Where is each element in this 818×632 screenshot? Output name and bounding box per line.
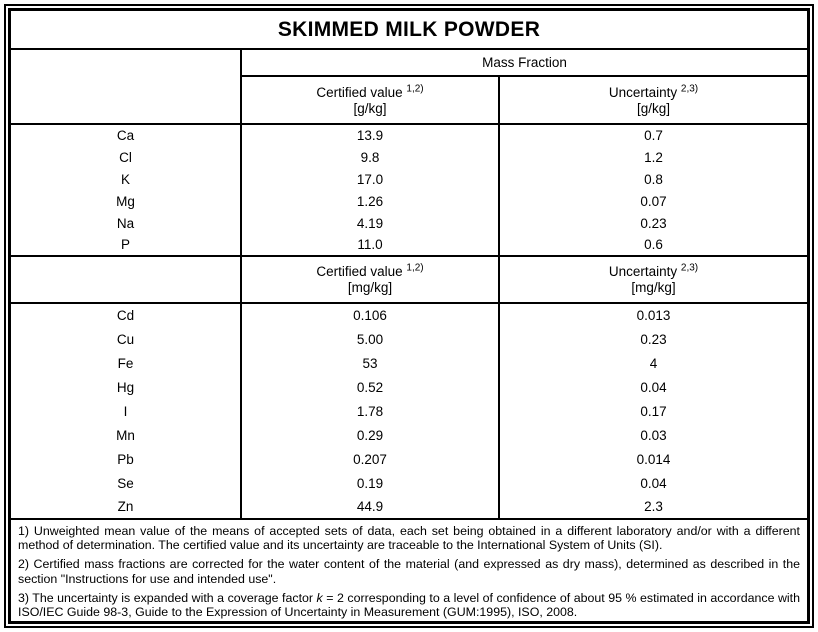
uncertainty-unit: [mg/kg] [631,280,676,295]
page-title: SKIMMED MILK POWDER [11,11,807,50]
mass-fraction-row: Mass Fraction [11,49,807,124]
certified-cell: 0.106 [353,308,387,323]
certified-cell: 53 [362,355,378,371]
certified-cell: 0.52 [356,379,384,395]
footnote-3: 3) The uncertainty is expanded with a co… [18,591,800,619]
element-cell: Ca [11,124,242,146]
table-row-cl: Cl 9.8 1.2 [11,146,807,168]
certified-cell: 11.0 [357,237,383,252]
certified-cell: 0.29 [356,427,384,443]
table-row-mn: Mn 0.29 0.03 [11,423,807,447]
table-row-mg: Mg 1.26 0.07 [11,190,807,212]
document-inner-frame: SKIMMED MILK POWDER Mass Fraction Certif… [8,8,810,624]
element-cell: Hg [11,375,242,399]
table-row-cu: Cu 5.00 0.23 [11,327,807,351]
uncertainty-cell: 0.7 [498,124,807,146]
document-outer-frame: SKIMMED MILK POWDER Mass Fraction Certif… [4,4,814,628]
element-cell: Cu [11,327,242,351]
title-row: SKIMMED MILK POWDER [11,11,807,50]
uncertainty-cell: 0.6 [498,234,807,256]
uncertainty-footnote-ref: 2,3) [680,262,699,274]
table-row-fe: Fe 53 4 [11,351,807,375]
uncertainty-header-gkg: Uncertainty 2,3) [g/kg] [498,76,807,124]
table-row-cd: Cd 0.106 0.013 [11,303,807,327]
uncertainty-cell: 1.2 [498,146,807,168]
certified-cell: 4.19 [356,215,384,231]
certified-cell: 17.0 [356,171,384,187]
footnotes-row: 1) Unweighted mean value of the means of… [11,517,807,623]
uncertainty-cell: 0.07 [498,190,807,212]
certified-value-footnote-ref: 1,2) [406,83,424,94]
uncertainty-unit: [g/kg] [636,100,671,116]
element-cell: Pb [11,447,242,471]
element-cell: I [11,399,242,423]
table-row-hg: Hg 0.52 0.04 [11,375,807,399]
certified-values-table: SKIMMED MILK POWDER Mass Fraction Certif… [11,11,807,623]
certified-cell: 44.9 [356,499,384,514]
uncertainty-cell: 2.3 [498,495,807,519]
uncertainty-cell: 4 [498,351,807,375]
uncertainty-cell: 0.04 [498,471,807,495]
table-row-i: I 1.78 0.17 [11,399,807,423]
footnote-3-text-cont: = 2 corresponding to a level of confiden… [18,590,800,620]
certified-value-label: Certified value [316,264,403,279]
uncertainty-label: Uncertainty [608,264,678,279]
element-column-header-empty-2 [11,256,242,303]
mgkg-units-row: Certified value 1,2) [mg/kg] Uncertainty… [11,256,807,303]
uncertainty-cell: 0.014 [498,447,807,471]
table-row-zn: Zn 44.9 2.3 [11,495,807,519]
element-cell: K [11,168,242,190]
uncertainty-header-mgkg: Uncertainty 2,3) [mg/kg] [498,256,807,303]
certified-value-label: Certified value [316,84,403,100]
certified-value-header-mgkg: Certified value 1,2) [mg/kg] [241,256,499,303]
mass-fraction-header: Mass Fraction [241,49,807,77]
element-cell: Na [11,212,242,234]
table-row-k: K 17.0 0.8 [11,168,807,190]
certified-cell: 1.26 [356,193,384,209]
certified-value-header-gkg: Certified value 1,2) [g/kg] [241,76,499,124]
element-cell: Fe [11,351,242,375]
element-cell: Mg [11,190,242,212]
footnote-1: 1) Unweighted mean value of the means of… [18,524,800,553]
uncertainty-label: Uncertainty [608,84,678,100]
element-cell: Mn [11,423,242,447]
element-cell: Zn [11,495,242,519]
element-cell: Cd [11,303,242,327]
element-cell: Cl [11,146,242,168]
certified-cell: 1.78 [356,403,384,419]
certified-value-unit: [mg/kg] [347,280,393,295]
element-column-header-empty [11,49,242,124]
table-row-p: P 11.0 0.6 [11,234,807,256]
uncertainty-cell: 0.23 [498,212,807,234]
certified-value-footnote-ref: 1,2) [406,262,424,274]
gkg-units-row: Certified value 1,2) [g/kg] Uncertainty … [11,76,807,124]
table-row-pb: Pb 0.207 0.014 [11,447,807,471]
certified-cell: 0.207 [353,451,387,467]
table-row-na: Na 4.19 0.23 [11,212,807,234]
certified-cell: 0.19 [356,475,384,491]
element-cell: P [11,234,242,256]
uncertainty-cell: 0.04 [498,375,807,399]
uncertainty-cell: 0.03 [498,423,807,447]
uncertainty-cell: 0.8 [498,168,807,190]
footnote-2: 2) Certified mass fractions are correcte… [18,557,800,586]
uncertainty-cell: 0.17 [498,399,807,423]
certified-cell: 5.00 [356,331,384,347]
footnote-3-text: 3) The uncertainty is expanded with a co… [18,590,317,605]
certified-cell: 13.9 [356,128,384,143]
element-cell: Se [11,471,242,495]
uncertainty-cell: 0.013 [498,303,807,327]
footnotes-cell: 1) Unweighted mean value of the means of… [11,517,807,623]
uncertainty-footnote-ref: 2,3) [680,83,699,94]
coverage-factor-k: k [316,590,323,605]
table-row-se: Se 0.19 0.04 [11,471,807,495]
certified-cell: 9.8 [360,149,380,165]
certified-value-unit: [g/kg] [353,100,387,116]
uncertainty-cell: 0.23 [498,327,807,351]
table-row-ca: Ca 13.9 0.7 [11,124,807,146]
